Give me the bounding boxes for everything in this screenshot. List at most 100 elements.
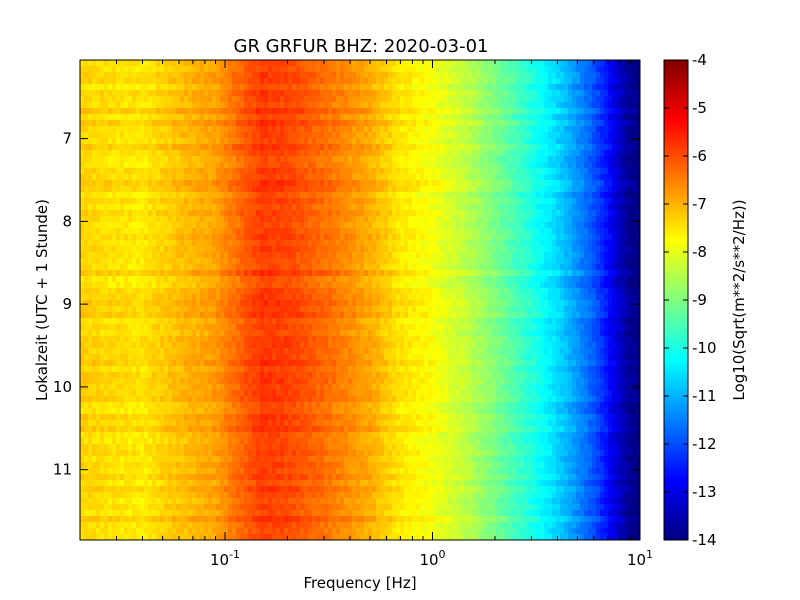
heatmap-cell bbox=[92, 372, 97, 379]
heatmap-cell bbox=[168, 336, 173, 343]
heatmap-cell bbox=[212, 96, 217, 103]
heatmap-cell bbox=[180, 84, 185, 91]
heatmap-cell bbox=[224, 282, 229, 289]
heatmap-cell bbox=[120, 378, 125, 385]
heatmap-cell bbox=[124, 114, 129, 121]
heatmap-cell bbox=[300, 342, 305, 349]
heatmap-cell bbox=[180, 192, 185, 199]
heatmap-cell bbox=[248, 180, 253, 187]
heatmap-cell bbox=[112, 240, 117, 247]
heatmap-cell bbox=[232, 342, 237, 349]
heatmap-cell bbox=[176, 342, 181, 349]
heatmap-cell bbox=[204, 222, 209, 229]
heatmap-cell bbox=[248, 318, 253, 325]
heatmap-cell bbox=[304, 486, 309, 493]
heatmap-cell bbox=[180, 258, 185, 265]
heatmap-cell bbox=[148, 438, 153, 445]
heatmap-cell bbox=[248, 108, 253, 115]
heatmap-cell bbox=[316, 330, 321, 337]
heatmap-cell bbox=[124, 324, 129, 331]
heatmap-cell bbox=[148, 318, 153, 325]
heatmap-cell bbox=[132, 336, 137, 343]
heatmap-cell bbox=[80, 72, 85, 79]
heatmap-cell bbox=[260, 522, 265, 529]
heatmap-cell bbox=[168, 108, 173, 115]
heatmap-cell bbox=[280, 156, 285, 163]
heatmap-cell bbox=[132, 522, 137, 529]
heatmap-cell bbox=[80, 162, 85, 169]
heatmap-cell bbox=[320, 174, 325, 181]
heatmap-cell bbox=[260, 144, 265, 151]
heatmap-cell bbox=[324, 294, 329, 301]
heatmap-cell bbox=[84, 318, 89, 325]
heatmap-cell bbox=[164, 360, 169, 367]
heatmap-cell bbox=[220, 228, 225, 235]
heatmap-cell bbox=[288, 318, 293, 325]
heatmap-cell bbox=[80, 168, 85, 175]
heatmap-cell bbox=[236, 426, 241, 433]
heatmap-cell bbox=[196, 192, 201, 199]
heatmap-cell bbox=[120, 348, 125, 355]
heatmap-cell bbox=[84, 426, 89, 433]
heatmap-cell bbox=[84, 300, 89, 307]
heatmap-cell bbox=[144, 276, 149, 283]
heatmap-cell bbox=[288, 228, 293, 235]
heatmap-cell bbox=[284, 198, 289, 205]
heatmap-cell bbox=[204, 438, 209, 445]
heatmap-cell bbox=[184, 360, 189, 367]
heatmap-cell bbox=[320, 348, 325, 355]
heatmap-cell bbox=[296, 486, 301, 493]
heatmap-cell bbox=[272, 180, 277, 187]
heatmap-cell bbox=[208, 444, 213, 451]
heatmap-cell bbox=[288, 456, 293, 463]
heatmap-cell bbox=[224, 516, 229, 523]
heatmap-cell bbox=[172, 210, 177, 217]
heatmap-cell bbox=[300, 60, 305, 67]
heatmap-cell bbox=[196, 522, 201, 529]
heatmap-cell bbox=[164, 108, 169, 115]
heatmap-cell bbox=[128, 330, 133, 337]
heatmap-cell bbox=[220, 306, 225, 313]
heatmap-cell bbox=[152, 534, 157, 541]
heatmap-cell bbox=[148, 366, 153, 373]
heatmap-cell bbox=[240, 108, 245, 115]
heatmap-cell bbox=[192, 102, 197, 109]
heatmap-cell bbox=[124, 468, 129, 475]
heatmap-cell bbox=[312, 252, 317, 259]
heatmap-cell bbox=[108, 240, 113, 247]
heatmap-cell bbox=[268, 96, 273, 103]
heatmap-cell bbox=[252, 102, 257, 109]
heatmap-cell bbox=[120, 504, 125, 511]
heatmap-cell bbox=[164, 264, 169, 271]
heatmap-cell bbox=[160, 474, 165, 481]
heatmap-cell bbox=[108, 348, 113, 355]
heatmap-cell bbox=[80, 342, 85, 349]
heatmap-cell bbox=[196, 384, 201, 391]
heatmap-cell bbox=[316, 510, 321, 517]
heatmap-cell bbox=[260, 204, 265, 211]
heatmap-cell bbox=[188, 204, 193, 211]
heatmap-cell bbox=[96, 402, 101, 409]
heatmap-cell bbox=[264, 96, 269, 103]
heatmap-cell bbox=[312, 498, 317, 505]
heatmap-cell bbox=[224, 306, 229, 313]
heatmap-cell bbox=[120, 60, 125, 67]
heatmap-cell bbox=[256, 528, 261, 535]
heatmap-cell bbox=[284, 438, 289, 445]
heatmap-cell bbox=[228, 174, 233, 181]
heatmap-cell bbox=[128, 120, 133, 127]
heatmap-cell bbox=[308, 480, 313, 487]
heatmap-cell bbox=[140, 342, 145, 349]
heatmap-cell bbox=[208, 498, 213, 505]
heatmap-cell bbox=[280, 282, 285, 289]
heatmap-cell bbox=[96, 324, 101, 331]
heatmap-cell bbox=[160, 522, 165, 529]
heatmap-cell bbox=[252, 360, 257, 367]
heatmap-cell bbox=[80, 402, 85, 409]
heatmap-cell bbox=[216, 168, 221, 175]
heatmap-cell bbox=[184, 60, 189, 67]
heatmap-cell bbox=[92, 438, 97, 445]
heatmap-cell bbox=[164, 102, 169, 109]
heatmap-cell bbox=[188, 330, 193, 337]
heatmap-cell bbox=[120, 222, 125, 229]
